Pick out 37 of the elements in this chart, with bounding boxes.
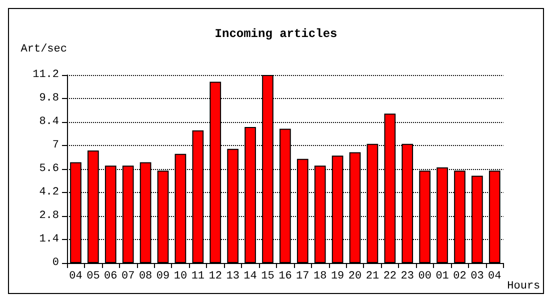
x-tick-label: 23 [400, 270, 414, 282]
x-tick-label: 12 [208, 270, 222, 282]
x-tick-label: 00 [418, 270, 432, 282]
y-tick-label: 0 [52, 257, 59, 269]
x-tick-label: 21 [366, 270, 380, 282]
x-tick-label: 14 [244, 270, 258, 282]
x-tick-label: 04 [69, 270, 83, 282]
y-tick-label: 7 [52, 140, 59, 152]
y-tick-label: 2.8 [39, 210, 59, 222]
y-tick-label: 8.4 [39, 116, 60, 128]
x-tick-label: 15 [261, 270, 274, 282]
x-tick-label: 04 [488, 270, 502, 282]
x-tick-label: 20 [348, 270, 362, 282]
chart-title: Incoming articles [214, 27, 338, 41]
y-tick-label: 11.2 [32, 69, 59, 81]
x-tick-label: 05 [86, 270, 100, 282]
x-tick-label: 16 [278, 270, 292, 282]
y-tick-label: 1.4 [39, 234, 60, 246]
x-tick-label: 06 [104, 270, 118, 282]
y-tick-label: 5.6 [39, 163, 59, 175]
y-axis-title: Art/sec [20, 44, 67, 56]
x-tick-label: 01 [436, 270, 450, 282]
x-axis-title: Hours [507, 280, 540, 292]
x-tick-label: 11 [191, 270, 205, 282]
y-tick-label: 4.2 [39, 186, 59, 198]
x-tick-label: 03 [470, 270, 484, 282]
x-tick-label: 08 [138, 270, 152, 282]
x-tick-label: 13 [226, 270, 240, 282]
x-tick-label: 18 [313, 270, 327, 282]
x-tick-label: 19 [330, 270, 344, 282]
x-tick-label: 02 [453, 270, 466, 282]
x-tick-label: 09 [156, 270, 170, 282]
y-tick-label: 9.8 [39, 92, 59, 104]
x-tick-label: 17 [296, 270, 310, 282]
x-tick-label: 10 [174, 270, 188, 282]
x-tick-label: 22 [383, 270, 397, 282]
x-tick-label: 07 [121, 270, 135, 282]
